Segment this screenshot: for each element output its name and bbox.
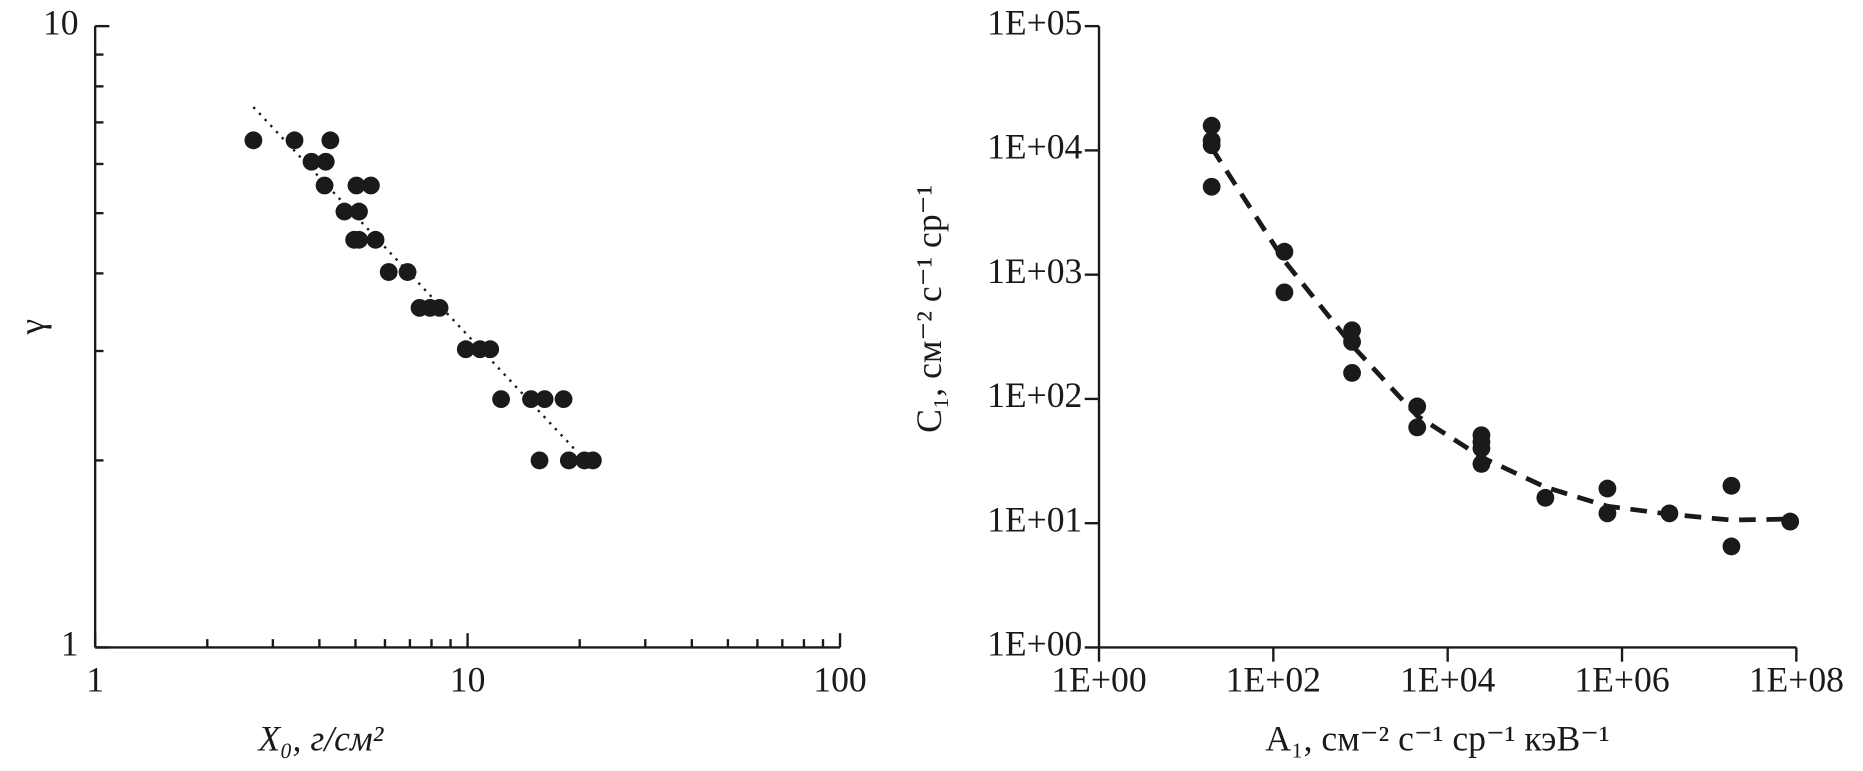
data-point xyxy=(1781,512,1800,531)
y-tick-label: 1E+01 xyxy=(987,499,1082,539)
data-point xyxy=(350,230,368,249)
data-point xyxy=(1202,177,1221,196)
data-point xyxy=(1722,476,1741,495)
data-point xyxy=(1343,363,1361,382)
y-tick-label: 1E+05 xyxy=(987,2,1082,42)
x-axis-label: X₀, г/см² xyxy=(256,719,384,759)
x-tick-label: 1E+08 xyxy=(1749,659,1844,699)
data-point xyxy=(1275,283,1294,302)
data-point xyxy=(315,176,334,195)
y-axis-label: C₁, см⁻² с⁻¹ ср⁻¹ xyxy=(909,185,949,433)
data-point xyxy=(530,451,549,470)
data-point xyxy=(522,390,540,409)
data-point xyxy=(347,176,366,195)
x-tick-label: 100 xyxy=(813,659,866,699)
data-point xyxy=(1202,136,1221,155)
data-point xyxy=(535,390,554,409)
y-tick-label: 1E+00 xyxy=(987,624,1082,664)
data-point xyxy=(1472,439,1491,458)
data-point xyxy=(321,131,340,150)
data-point xyxy=(430,298,449,317)
data-point xyxy=(559,451,578,470)
y-tick-label: 1 xyxy=(61,624,79,664)
data-point xyxy=(1722,537,1741,556)
data-point xyxy=(1660,504,1679,523)
data-point xyxy=(1536,488,1555,507)
data-point xyxy=(1598,479,1617,498)
data-point xyxy=(350,202,368,221)
data-point xyxy=(285,131,304,150)
x-tick-label: 1E+00 xyxy=(1051,659,1146,699)
data-point xyxy=(398,263,417,281)
data-point xyxy=(481,340,500,359)
data-point xyxy=(302,152,321,171)
data-point xyxy=(583,451,602,470)
data-point xyxy=(244,131,263,150)
y-axis-label: γ xyxy=(12,319,52,336)
data-point xyxy=(1472,454,1491,473)
data-point xyxy=(492,390,510,409)
data-point xyxy=(1343,332,1361,351)
data-point xyxy=(335,202,354,221)
data-point xyxy=(1202,116,1221,135)
y-tick-label: 1E+02 xyxy=(987,375,1082,415)
data-point xyxy=(366,230,385,249)
x-tick-label: 1E+06 xyxy=(1574,659,1669,699)
data-point xyxy=(1408,397,1427,416)
data-point xyxy=(456,340,475,359)
x-tick-label: 10 xyxy=(450,659,486,699)
x-tick-label: 1E+02 xyxy=(1226,659,1321,699)
data-point xyxy=(1598,504,1617,523)
x-tick-label: 1 xyxy=(86,659,104,699)
x-tick-label: 1E+04 xyxy=(1400,659,1495,699)
data-point xyxy=(361,176,380,195)
data-point xyxy=(1408,418,1427,437)
data-point xyxy=(316,152,335,171)
data-point xyxy=(554,390,573,409)
y-tick-label: 1E+04 xyxy=(987,127,1082,167)
trend-line xyxy=(1209,146,1791,523)
data-point xyxy=(379,263,398,281)
y-tick-label: 1E+03 xyxy=(987,251,1082,291)
y-tick-label: 10 xyxy=(43,2,79,42)
data-point xyxy=(1275,242,1294,261)
x-axis-label: A₁, см⁻² с⁻¹ ср⁻¹ кэВ⁻¹ xyxy=(1265,719,1609,759)
